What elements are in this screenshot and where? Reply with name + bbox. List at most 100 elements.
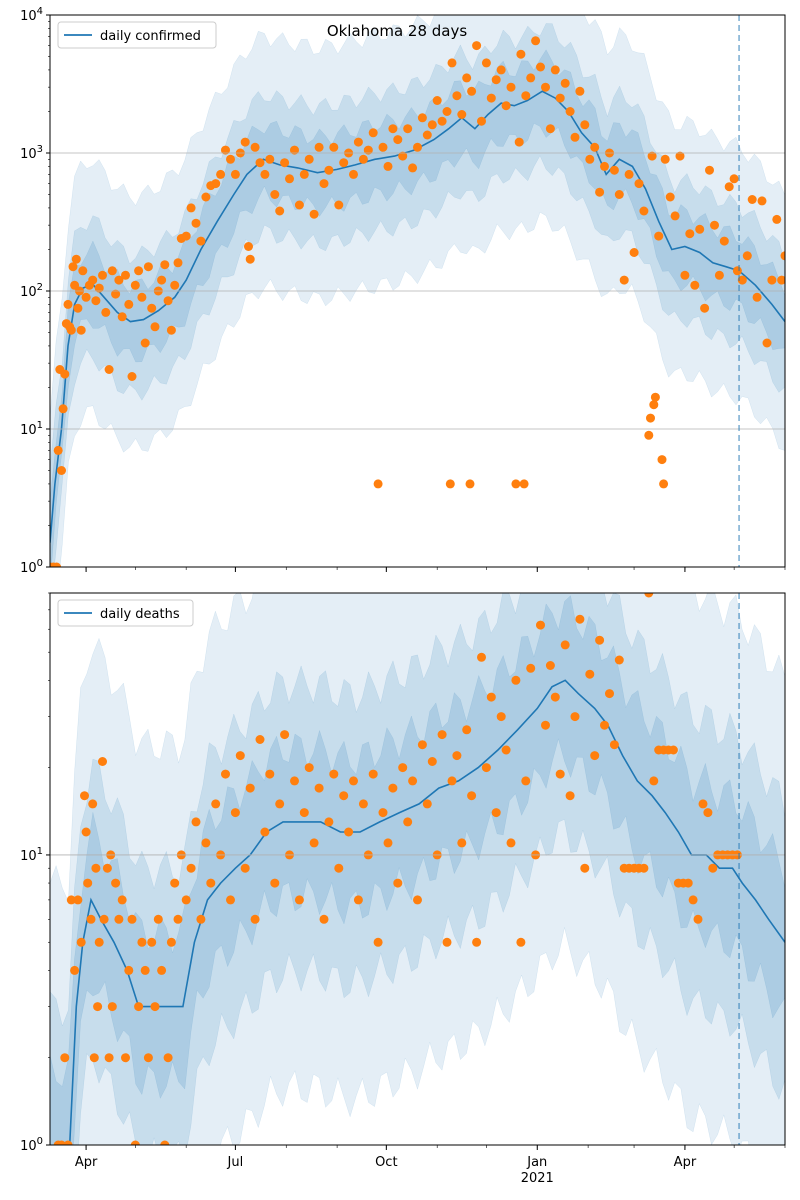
data-point: [140, 338, 150, 348]
data-point: [580, 863, 590, 873]
data-point: [114, 914, 124, 924]
uncertainty-band: [50, 593, 785, 1145]
data-point: [299, 169, 309, 179]
data-point: [719, 236, 729, 246]
data-point: [417, 740, 427, 750]
data-point: [545, 661, 555, 670]
data-point: [550, 65, 560, 75]
data-point: [665, 192, 675, 202]
data-point: [134, 1002, 144, 1012]
data-point: [107, 1002, 117, 1012]
data-point: [541, 82, 550, 92]
data-point: [166, 937, 176, 947]
data-point: [388, 124, 398, 134]
y-tick-label: 103: [20, 144, 43, 162]
data-point: [685, 229, 695, 239]
data-point: [660, 154, 670, 164]
data-point: [650, 392, 660, 402]
data-point: [181, 895, 191, 905]
data-point: [413, 895, 422, 905]
data-point: [710, 220, 719, 230]
data-point: [496, 65, 506, 75]
data-point: [57, 466, 66, 475]
data-point: [240, 863, 250, 873]
data-point: [373, 479, 383, 489]
y-tick-label: 101: [20, 846, 43, 864]
data-point: [150, 322, 160, 332]
data-point: [506, 82, 516, 92]
data-point: [275, 799, 285, 809]
data-point: [708, 863, 718, 873]
data-point: [605, 689, 614, 699]
data-point: [447, 776, 457, 786]
legend-label: daily confirmed: [100, 29, 201, 44]
data-point: [191, 218, 201, 228]
data-point: [216, 169, 226, 179]
data-point: [99, 914, 109, 924]
data-point: [732, 266, 742, 276]
data-point: [590, 751, 600, 761]
data-point: [349, 776, 358, 786]
data-point: [73, 303, 83, 313]
data-point: [506, 838, 516, 848]
data-point: [467, 791, 477, 801]
data-point: [413, 142, 422, 152]
y-tick-exponent: 4: [37, 6, 43, 17]
data-point: [339, 158, 349, 168]
data-point: [683, 878, 693, 888]
data-point: [624, 169, 634, 179]
data-point: [595, 187, 605, 197]
data-point: [111, 289, 121, 299]
data-point: [403, 817, 413, 827]
data-point: [58, 404, 68, 414]
data-point: [516, 937, 526, 947]
data-point: [52, 562, 62, 567]
data-point: [124, 965, 134, 975]
data-point: [698, 799, 708, 809]
data-point: [600, 720, 609, 730]
data-point: [114, 275, 124, 285]
data-point: [319, 914, 329, 924]
data-point: [729, 174, 739, 184]
data-point: [70, 965, 80, 975]
data-point: [585, 669, 595, 679]
data-point: [88, 799, 98, 809]
uncertainty-band: [50, 595, 785, 1145]
data-point: [427, 757, 437, 766]
data-point: [757, 196, 767, 206]
data-point: [137, 937, 147, 947]
data-point: [244, 242, 253, 251]
data-point: [117, 895, 127, 905]
data-point: [150, 1002, 160, 1012]
data-point: [304, 763, 314, 773]
data-point: [80, 791, 89, 801]
y-tick-exponent: 1: [37, 420, 43, 431]
data-point: [111, 878, 121, 888]
data-point: [585, 154, 595, 164]
data-point: [147, 303, 157, 313]
uncertainty-band: [50, 49, 785, 567]
data-point: [629, 248, 639, 257]
data-point: [73, 895, 83, 905]
data-point: [143, 1053, 153, 1063]
data-point: [280, 730, 290, 740]
data-point: [250, 914, 260, 924]
data-point: [255, 158, 265, 168]
y-tick-base: 10: [20, 9, 37, 24]
data-point: [226, 154, 235, 164]
data-point: [654, 231, 664, 241]
legend: daily deaths: [57, 599, 194, 627]
data-point: [526, 73, 536, 83]
data-point: [378, 808, 388, 818]
data-point: [235, 751, 245, 761]
data-point: [170, 280, 180, 290]
data-point: [157, 965, 167, 975]
data-point: [649, 400, 659, 410]
legend-box: [57, 599, 194, 627]
x-tick-label: Oct: [375, 1155, 397, 1170]
data-point: [314, 142, 324, 152]
plot-area: [50, 15, 785, 567]
data-point: [700, 303, 710, 313]
axes-frame: [49, 592, 786, 1146]
data-point: [98, 757, 107, 766]
